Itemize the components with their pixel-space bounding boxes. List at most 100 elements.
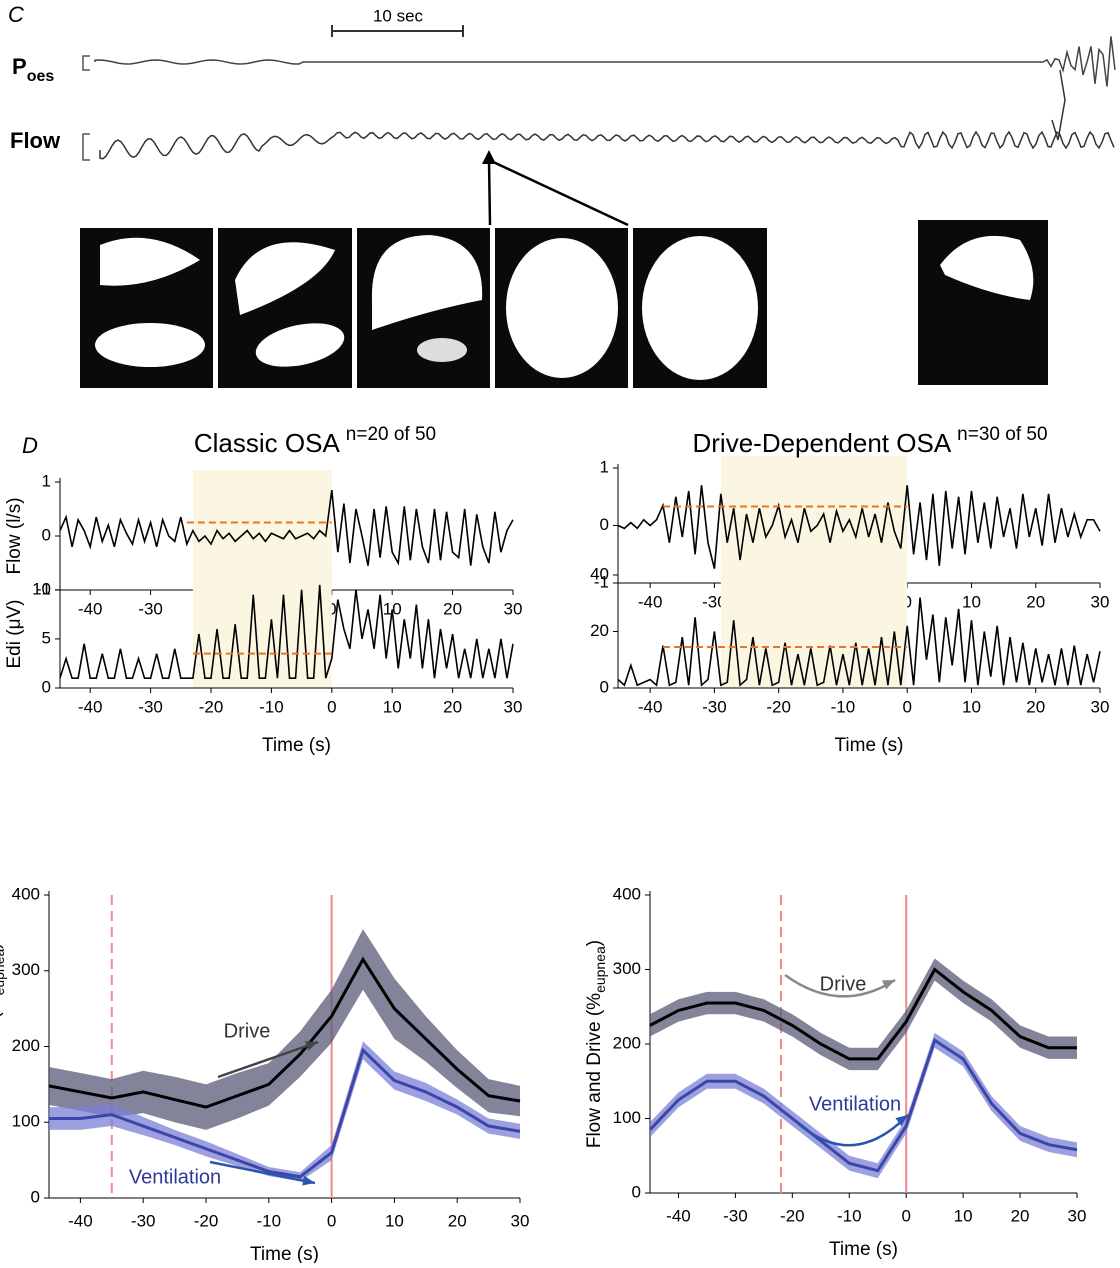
x-tick-label: -40 xyxy=(78,697,103,716)
scale-label: 10 sec xyxy=(373,6,424,25)
chart-title-main: Classic OSA xyxy=(194,428,341,458)
y-tick-label: 1 xyxy=(600,457,609,476)
x-tick-label: -20 xyxy=(780,1206,805,1225)
y-tick-label: 400 xyxy=(613,884,641,903)
annotation-arrow-head xyxy=(882,980,895,990)
trace-label: Flow xyxy=(10,128,61,153)
panel-c-traces xyxy=(94,36,1116,160)
x-tick-label: -30 xyxy=(723,1206,748,1225)
calibration-bracket xyxy=(82,55,90,161)
y-tick-label: 0 xyxy=(42,525,51,544)
error-band xyxy=(49,929,520,1130)
y-tick-label: 200 xyxy=(12,1036,40,1055)
x-tick-label: -10 xyxy=(837,1206,862,1225)
series-label: Ventilation xyxy=(129,1166,221,1188)
image-airway xyxy=(417,338,467,362)
image-airway xyxy=(100,237,200,286)
error-band xyxy=(650,958,1077,1071)
y-tick-label: 100 xyxy=(12,1112,40,1131)
y-axis-label: Edi (μV) xyxy=(4,599,25,668)
x-tick-label: -30 xyxy=(702,592,727,611)
series-line xyxy=(649,967,1077,1061)
y-tick-label: 300 xyxy=(613,959,641,978)
x-tick-label: 30 xyxy=(1091,592,1110,611)
series-line xyxy=(59,489,514,566)
y-axis-label: Flow (l/s) xyxy=(4,497,25,574)
chart-title-sup: n=30 of 50 xyxy=(957,424,1047,445)
x-tick-label: 20 xyxy=(443,599,462,618)
image-airway xyxy=(371,235,483,330)
x-tick-label: -30 xyxy=(702,697,727,716)
image-airway xyxy=(940,235,1034,300)
y-tick-label: 20 xyxy=(590,621,609,640)
trace xyxy=(94,36,1116,87)
series-line xyxy=(648,1037,1078,1173)
x-tick-label: 20 xyxy=(1026,592,1045,611)
x-tick-label: 30 xyxy=(504,599,523,618)
chart-title: Classic OSA n=20 of 50 xyxy=(194,424,436,458)
trace-label: Poes xyxy=(12,54,54,85)
x-tick-label: -10 xyxy=(259,697,284,716)
series-line xyxy=(617,597,1101,687)
annotation-arrow-head xyxy=(302,1175,315,1186)
series-line xyxy=(617,485,1101,569)
trace-label-sub: oes xyxy=(27,68,55,85)
x-tick-label: 20 xyxy=(1011,1206,1030,1225)
image-airway xyxy=(642,236,758,380)
endoscopy-images xyxy=(80,220,1048,388)
image-airway xyxy=(95,323,205,367)
annotation-arrow xyxy=(784,973,896,998)
x-tick-label: 10 xyxy=(962,697,981,716)
panel-label: C xyxy=(8,2,24,27)
x-tick-label: -30 xyxy=(138,599,163,618)
y-tick-label: 0 xyxy=(42,677,51,696)
x-tick-label: -20 xyxy=(766,697,791,716)
series-label: Ventilation xyxy=(809,1093,901,1115)
x-tick-label: 30 xyxy=(1068,1206,1087,1225)
annotation-arrow-head xyxy=(305,1041,318,1051)
y-tick-label: 300 xyxy=(12,960,40,979)
x-tick-label: 10 xyxy=(954,1206,973,1225)
y-axis-label-end: ) xyxy=(584,940,605,946)
x-tick-label: 10 xyxy=(383,599,402,618)
shaded-region xyxy=(192,568,332,688)
annotation-arrow-head xyxy=(895,1115,908,1127)
error-band xyxy=(49,1041,520,1182)
chart-title-main: Drive-Dependent OSA xyxy=(692,428,951,458)
trace-label: P xyxy=(12,54,27,79)
x-tick-label: -20 xyxy=(194,1211,219,1230)
y-axis-label-main: Flow and Drive (% xyxy=(584,993,605,1148)
y-axis-label-sub: eupnea xyxy=(592,946,608,993)
series-line xyxy=(59,584,514,679)
y-tick-label: 10 xyxy=(32,579,51,598)
series-label: Drive xyxy=(224,1020,271,1042)
x-tick-label: 20 xyxy=(443,697,462,716)
y-axis-label-main: Flow (l/s) xyxy=(4,497,25,574)
x-tick-label: 0 xyxy=(327,1211,336,1230)
x-tick-label: 20 xyxy=(1026,697,1045,716)
y-tick-label: 200 xyxy=(613,1033,641,1052)
series-line xyxy=(49,1047,521,1179)
trace xyxy=(99,130,1115,160)
y-axis-label-sub: eupnea xyxy=(0,948,7,995)
y-axis-label-end: ) xyxy=(0,942,4,948)
y-tick-label: 0 xyxy=(600,677,609,696)
x-tick-label: 0 xyxy=(327,697,336,716)
image-airway xyxy=(255,323,345,367)
chart-title: Drive-Dependent OSA n=30 of 50 xyxy=(692,424,1047,458)
y-tick-label: -1 xyxy=(36,579,51,598)
x-tick-label: -10 xyxy=(257,1211,282,1230)
x-axis-label: Time (s) xyxy=(262,735,331,756)
annotation-arrow xyxy=(217,1040,319,1079)
x-tick-label: -30 xyxy=(138,697,163,716)
x-tick-label: -40 xyxy=(78,599,103,618)
x-tick-label: 10 xyxy=(385,1211,404,1230)
x-tick-label: 0 xyxy=(901,1206,910,1225)
x-tick-label: 30 xyxy=(1091,697,1110,716)
x-tick-label: 10 xyxy=(962,592,981,611)
y-tick-label: 1 xyxy=(42,471,51,490)
y-tick-label: 0 xyxy=(632,1182,641,1201)
